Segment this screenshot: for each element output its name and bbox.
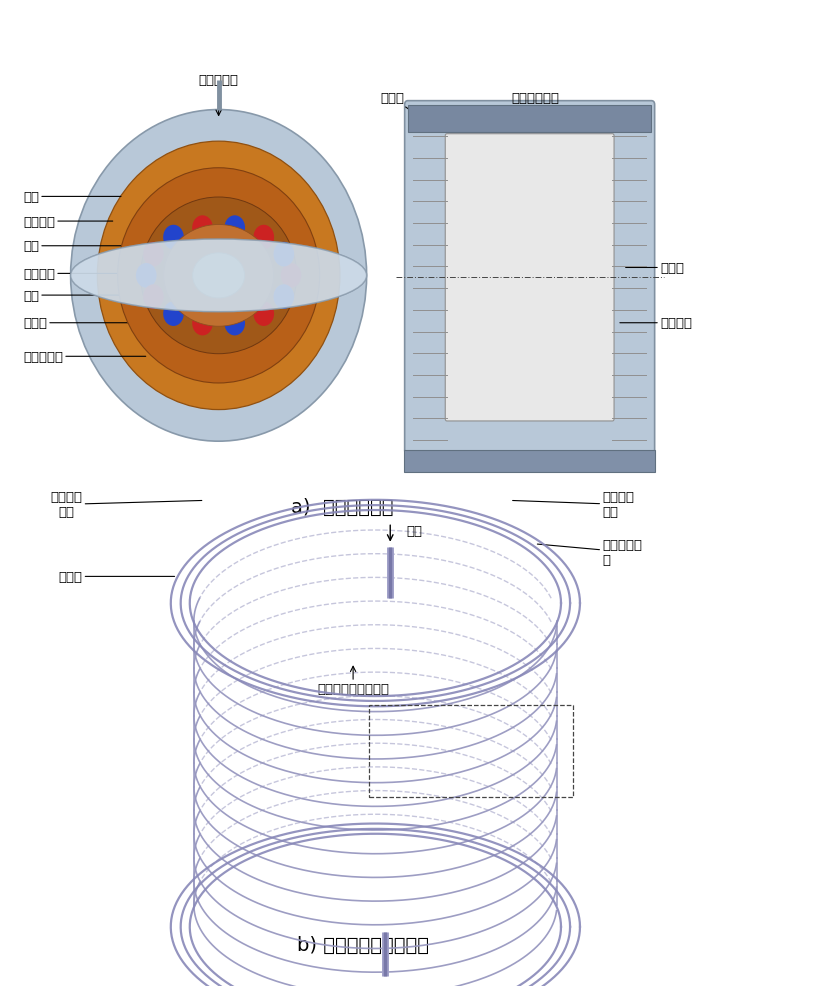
Ellipse shape	[136, 263, 157, 289]
Text: 入口: 入口	[407, 525, 422, 538]
Text: 定子铁心: 定子铁心	[23, 215, 113, 229]
Ellipse shape	[253, 226, 274, 250]
Ellipse shape	[140, 198, 297, 354]
Ellipse shape	[274, 285, 295, 310]
Ellipse shape	[163, 302, 184, 326]
Ellipse shape	[192, 253, 244, 299]
Text: 喷油环: 喷油环	[380, 92, 418, 116]
Ellipse shape	[192, 312, 213, 336]
Ellipse shape	[143, 285, 163, 310]
Ellipse shape	[253, 302, 274, 326]
Text: 喷油孔: 喷油孔	[625, 261, 684, 275]
Text: 转子铁心: 转子铁心	[23, 267, 134, 281]
Ellipse shape	[163, 226, 184, 250]
FancyBboxPatch shape	[446, 135, 614, 422]
Text: 机壳: 机壳	[23, 190, 121, 204]
Text: 定子背部油路: 定子背部油路	[489, 92, 559, 117]
Ellipse shape	[224, 312, 245, 336]
Text: 定子铁心: 定子铁心	[620, 317, 692, 330]
Ellipse shape	[280, 263, 301, 289]
Text: 定子背部油
路: 定子背部油 路	[537, 538, 642, 566]
Text: a)  电机三维模型: a) 电机三维模型	[291, 497, 394, 516]
Ellipse shape	[71, 110, 366, 442]
Text: 永磁体: 永磁体	[23, 317, 142, 330]
Ellipse shape	[118, 169, 320, 384]
Bar	[369, 706, 573, 797]
FancyBboxPatch shape	[405, 102, 655, 455]
Ellipse shape	[274, 243, 295, 267]
Text: 绕组: 绕组	[23, 240, 125, 253]
Ellipse shape	[71, 240, 366, 313]
Ellipse shape	[192, 216, 213, 241]
Text: 定子背部冷却油出口: 定子背部冷却油出口	[317, 667, 389, 695]
Bar	[404, 451, 655, 472]
Ellipse shape	[97, 142, 340, 410]
Text: 冷却油入口: 冷却油入口	[199, 74, 238, 116]
Ellipse shape	[143, 243, 163, 267]
Text: 转轴: 转轴	[23, 289, 167, 303]
Ellipse shape	[71, 240, 366, 313]
Text: 插线段喷
油环: 插线段喷 油环	[512, 491, 634, 519]
Ellipse shape	[224, 216, 245, 241]
Bar	[408, 106, 652, 133]
Text: 喷油孔: 喷油孔	[59, 570, 175, 584]
Text: b) 冷却结构流体域模型: b) 冷却结构流体域模型	[297, 935, 429, 953]
Ellipse shape	[163, 225, 274, 327]
Text: 冷却油出口: 冷却油出口	[23, 350, 146, 364]
Text: 焊接段喷
油环: 焊接段喷 油环	[50, 491, 202, 519]
